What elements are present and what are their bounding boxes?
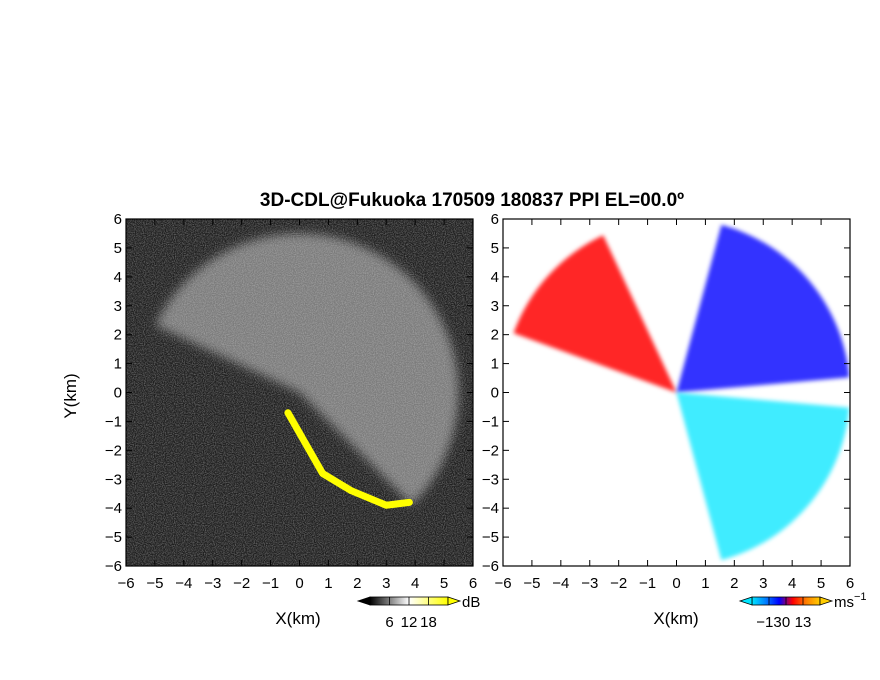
colorbar-unit-exponent: −1 xyxy=(854,591,867,603)
velocity-sectors xyxy=(513,224,850,561)
colorbar-under-arrow xyxy=(356,596,371,606)
x-tick-label: 4 xyxy=(788,575,796,592)
x-tick-label: 4 xyxy=(411,575,419,592)
x-tick-label: −4 xyxy=(175,575,192,592)
y-tick-label: −4 xyxy=(105,500,122,517)
colorbar-over-arrow xyxy=(447,596,462,606)
y-tick-label: 1 xyxy=(491,356,499,373)
y-tick-label: −3 xyxy=(482,471,499,488)
y-tick-label: 5 xyxy=(491,240,499,257)
y-tick-label: 5 xyxy=(114,240,122,257)
y-tick-label: 6 xyxy=(491,211,499,228)
y-tick-label: −2 xyxy=(482,442,499,459)
figure-title: 3D-CDL@Fukuoka 170509 180837 PPI EL=00.0… xyxy=(260,190,684,211)
x-tick-label: −2 xyxy=(610,575,627,592)
velocity-colorbar: −13 0 13 ms−1 xyxy=(738,591,867,631)
y-tick-label: 0 xyxy=(114,385,122,402)
y-tick-label: −5 xyxy=(482,529,499,546)
approaching-upper-sector xyxy=(676,224,850,393)
reflectivity-axes: −6 −5 −4 −3 −2 −1 0 1 2 3 4 5 6 −6 −5 −4 −3 −2 −1 0 1 2 3 4 5 6 xyxy=(105,211,477,592)
x-tick-label: 3 xyxy=(382,575,390,592)
velocity-axes: −6 −5 −4 −3 −2 −1 0 1 2 3 4 5 6 −6 −5 −4 −3 −2 −1 0 1 2 3 4 5 6 xyxy=(482,211,854,592)
reflectivity-ylabel: Y(km) xyxy=(61,373,80,418)
colorbar-tick-label: 13 xyxy=(795,614,812,631)
y-tick-label: 3 xyxy=(114,298,122,315)
x-tick-label: −5 xyxy=(146,575,163,592)
colorbar-tick-label: 6 xyxy=(385,614,393,631)
reflectivity-plot-area xyxy=(126,219,473,566)
y-tick-label: −6 xyxy=(482,558,499,575)
x-tick-label: 5 xyxy=(817,575,825,592)
y-tick-label: −6 xyxy=(105,558,122,575)
y-tick-label: −1 xyxy=(105,413,122,430)
receding-sector xyxy=(513,235,677,393)
colorbar-tick-label: 12 xyxy=(401,614,418,631)
x-tick-label: 2 xyxy=(353,575,361,592)
y-tick-label: 4 xyxy=(491,269,499,286)
velocity-xlabel: X(km) xyxy=(653,609,698,628)
y-tick-label: 3 xyxy=(491,298,499,315)
x-tick-label: 0 xyxy=(295,575,303,592)
x-tick-label: −4 xyxy=(552,575,569,592)
velocity-panel: −6 −5 −4 −3 −2 −1 0 1 2 3 4 5 6 −6 −5 −4 −3 −2 −1 0 1 2 3 4 5 6 X… xyxy=(482,211,867,631)
x-tick-label: 2 xyxy=(730,575,738,592)
x-tick-label: 6 xyxy=(846,575,854,592)
colorbar-unit: ms−1 xyxy=(834,591,867,611)
approaching-lower-sector xyxy=(676,392,850,561)
y-tick-label: −4 xyxy=(482,500,499,517)
reflectivity-colorbar: 6 12 18 dB xyxy=(356,594,480,631)
y-tick-label: −3 xyxy=(105,471,122,488)
y-tick-label: −2 xyxy=(105,442,122,459)
x-tick-label: −1 xyxy=(639,575,656,592)
y-tick-label: 0 xyxy=(491,385,499,402)
x-tick-label: −3 xyxy=(204,575,221,592)
colorbar-tick-label: 0 xyxy=(782,614,790,631)
colorbar-over-arrow xyxy=(819,596,834,606)
x-tick-label: 0 xyxy=(672,575,680,592)
x-tick-label: −1 xyxy=(262,575,279,592)
reflectivity-clutter xyxy=(284,409,413,509)
x-tick-label: −3 xyxy=(581,575,598,592)
x-tick-label: −5 xyxy=(523,575,540,592)
x-tick-label: −6 xyxy=(494,575,511,592)
y-tick-label: 2 xyxy=(114,327,122,344)
y-tick-label: −1 xyxy=(482,413,499,430)
y-tick-label: 6 xyxy=(114,211,122,228)
x-tick-label: 1 xyxy=(324,575,332,592)
x-tick-label: 6 xyxy=(469,575,477,592)
x-tick-label: 1 xyxy=(701,575,709,592)
velocity-plot-area xyxy=(503,219,850,566)
reflectivity-echo-sector xyxy=(155,233,459,505)
colorbar-tick-label: −13 xyxy=(756,614,781,631)
colorbar-under-arrow xyxy=(738,596,753,606)
clutter-band xyxy=(284,409,413,509)
reflectivity-xlabel: X(km) xyxy=(275,609,320,628)
x-tick-label: 3 xyxy=(759,575,767,592)
x-tick-label: −2 xyxy=(233,575,250,592)
y-tick-label: 1 xyxy=(114,356,122,373)
y-tick-label: −5 xyxy=(105,529,122,546)
colorbar-unit: dB xyxy=(462,594,480,611)
y-tick-label: 2 xyxy=(491,327,499,344)
y-tick-label: 4 xyxy=(114,269,122,286)
x-tick-label: −6 xyxy=(117,575,134,592)
x-tick-label: 5 xyxy=(440,575,448,592)
colorbar-tick-label: 18 xyxy=(420,614,437,631)
